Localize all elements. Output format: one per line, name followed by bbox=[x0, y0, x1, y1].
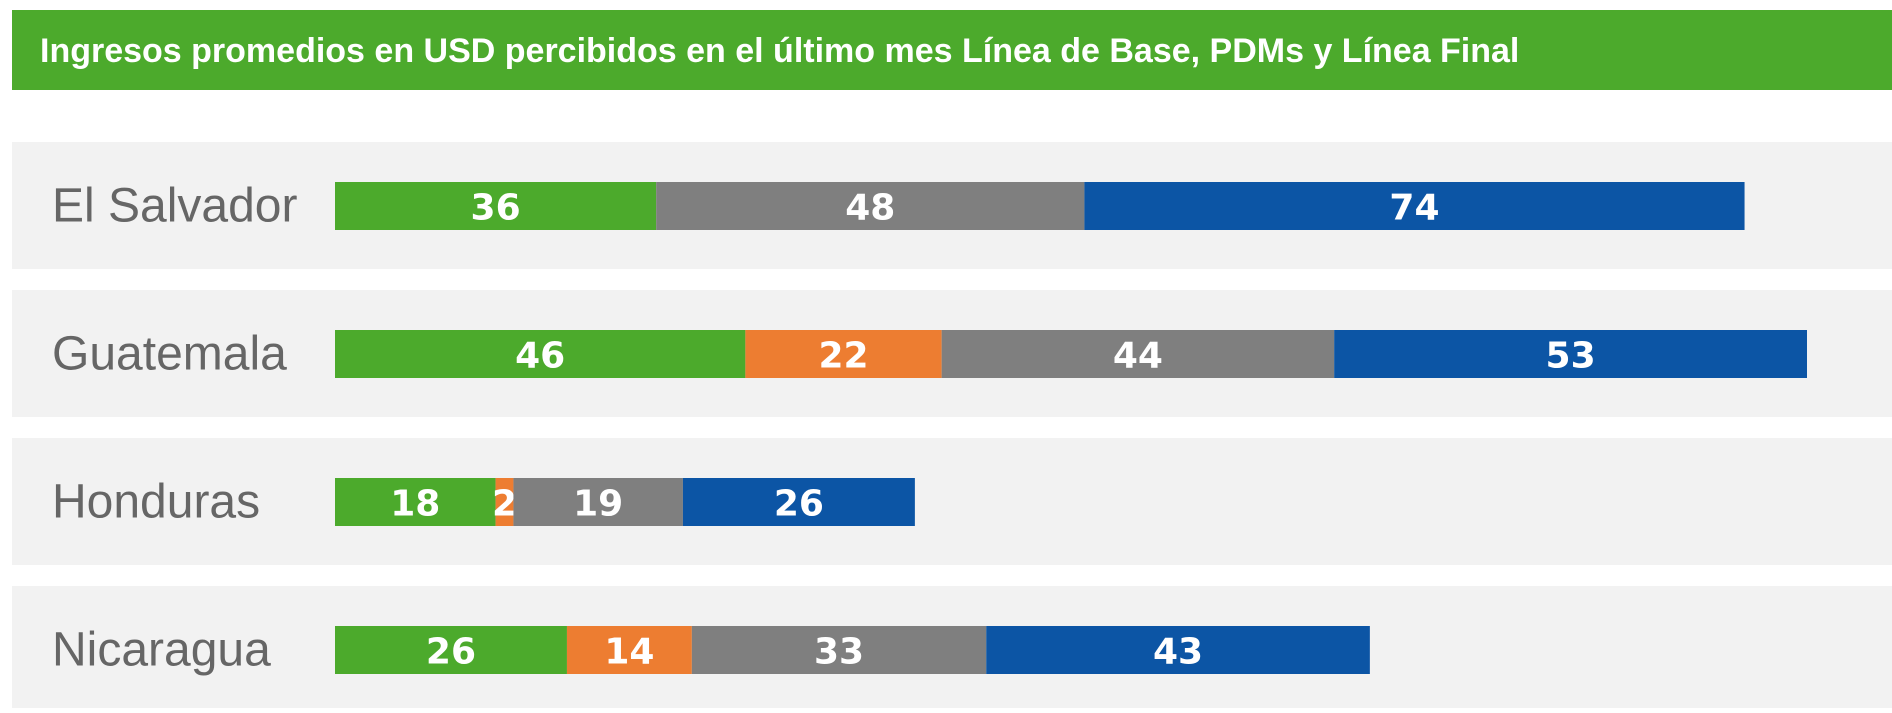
category-label: El Salvador bbox=[52, 180, 297, 233]
value-label: 36 bbox=[471, 188, 521, 229]
bar-segment bbox=[566, 626, 692, 674]
chart-title: Ingresos promedios en USD percibidos en … bbox=[40, 32, 1519, 70]
category-label: Honduras bbox=[52, 476, 260, 529]
value-label: 43 bbox=[1153, 632, 1203, 673]
value-label: 18 bbox=[390, 484, 440, 525]
bar-segment bbox=[513, 478, 683, 526]
row-band bbox=[12, 438, 1892, 565]
category-label: Guatemala bbox=[52, 328, 287, 381]
value-label: 48 bbox=[845, 188, 895, 229]
bar-segment bbox=[495, 478, 514, 526]
bar-segment bbox=[1334, 330, 1807, 378]
value-label: 19 bbox=[573, 484, 623, 525]
value-label: 22 bbox=[818, 336, 868, 377]
bar-segment bbox=[335, 182, 657, 230]
value-label: 26 bbox=[426, 632, 476, 673]
category-label: Nicaragua bbox=[52, 624, 271, 677]
title-banner bbox=[12, 10, 1892, 90]
value-label: 14 bbox=[604, 632, 654, 673]
bar-segment bbox=[941, 330, 1335, 378]
bar-segment bbox=[335, 626, 567, 674]
bar-segment bbox=[682, 478, 915, 526]
bar-segment bbox=[335, 330, 746, 378]
value-label: 53 bbox=[1546, 336, 1596, 377]
value-label: 46 bbox=[515, 336, 565, 377]
bar-segment bbox=[745, 330, 942, 378]
bar-segment bbox=[691, 626, 987, 674]
bar-segment bbox=[335, 478, 496, 526]
bar-segment bbox=[1084, 182, 1745, 230]
bar-segment bbox=[986, 626, 1370, 674]
value-label: 26 bbox=[774, 484, 824, 525]
value-label: 33 bbox=[814, 632, 864, 673]
value-label: 74 bbox=[1389, 188, 1439, 229]
value-label: 44 bbox=[1113, 336, 1163, 377]
bar-segment bbox=[656, 182, 1085, 230]
value-label: 2 bbox=[492, 484, 517, 525]
